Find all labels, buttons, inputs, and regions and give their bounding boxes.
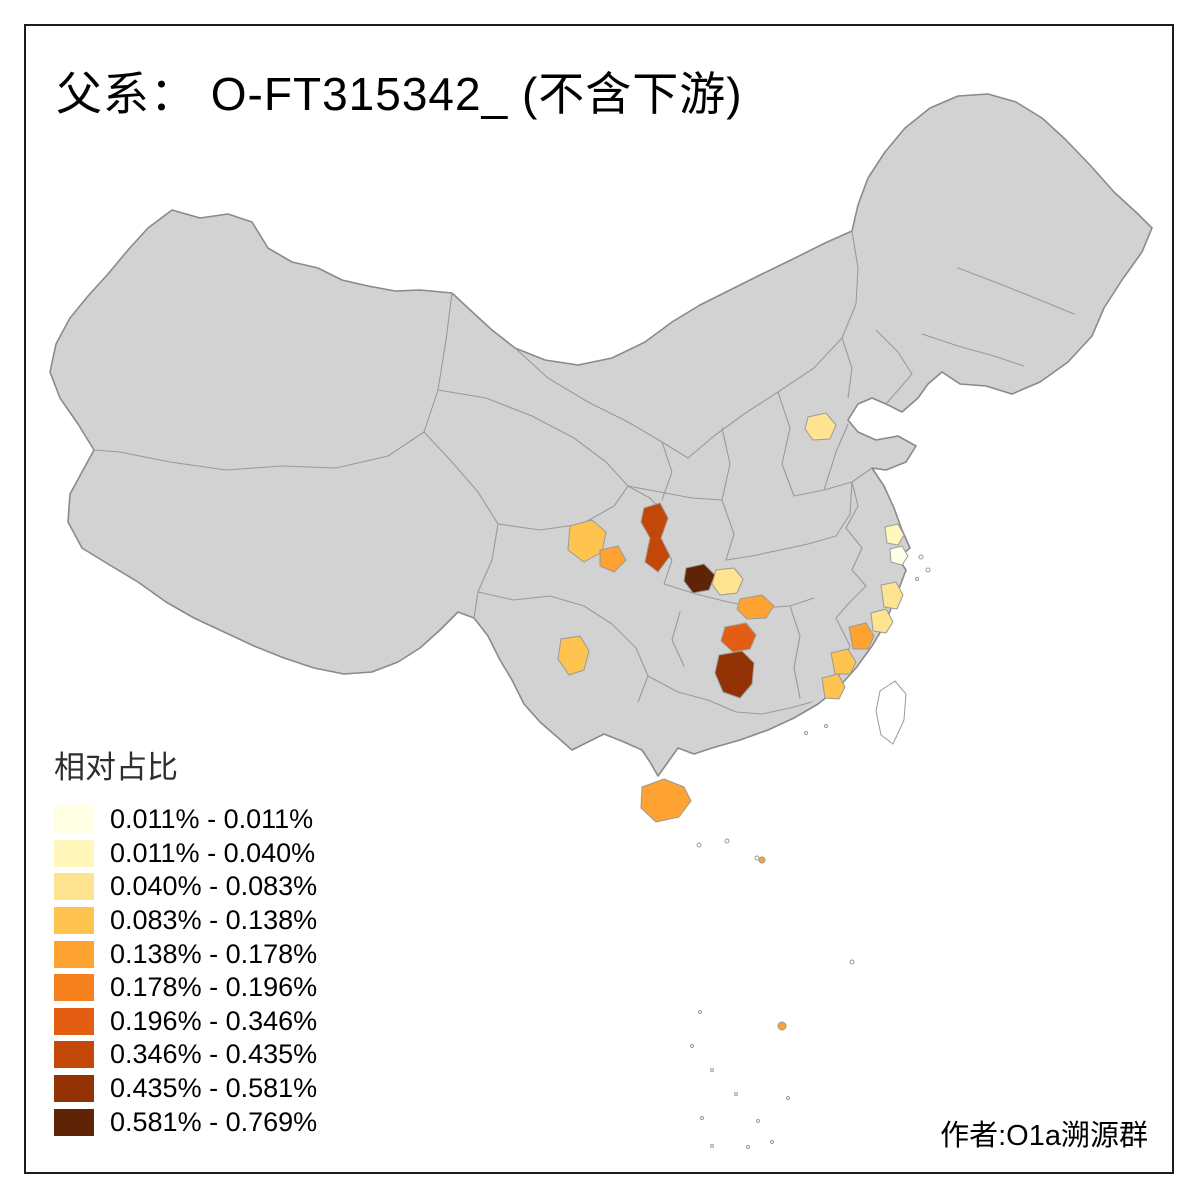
legend-swatch <box>54 1041 94 1069</box>
highlighted-regions <box>557 412 909 1031</box>
legend-row: 0.011% - 0.011% <box>54 803 317 837</box>
legend-label: 0.040% - 0.083% <box>110 871 318 902</box>
legend-label: 0.435% - 0.581% <box>110 1073 318 1104</box>
island-speck <box>746 1145 750 1149</box>
highlighted-region-5 <box>711 567 744 596</box>
province-border <box>627 485 723 501</box>
legend-row: 0.196% - 0.346% <box>54 1005 317 1039</box>
province-border <box>823 423 849 491</box>
island-speck <box>786 1096 790 1100</box>
island-speck <box>918 554 924 560</box>
legend-title: 相对占比 <box>54 750 178 785</box>
highlighted-region-9 <box>557 635 590 676</box>
highlighted-region-11 <box>884 523 905 546</box>
province-border <box>671 611 685 667</box>
legend-label: 0.196% - 0.346% <box>110 1005 318 1036</box>
province-border <box>841 337 853 399</box>
province-border <box>835 505 867 619</box>
province-border <box>777 391 795 497</box>
highlighted-region-14 <box>870 608 894 634</box>
attribution-text: 作者:O1a溯源群 <box>940 1120 1148 1152</box>
province-border <box>875 329 913 405</box>
province-border <box>661 441 673 501</box>
legend-label: 0.178% - 0.196% <box>110 972 318 1003</box>
province-border <box>957 267 1075 315</box>
legend-label: 0.083% - 0.138% <box>110 905 318 936</box>
island-speck <box>734 1092 738 1096</box>
island-speck <box>754 855 760 861</box>
province-border <box>707 699 813 715</box>
legend-row: 0.083% - 0.138% <box>54 904 317 938</box>
islands <box>690 554 931 1149</box>
province-border <box>921 333 1025 367</box>
province-border <box>793 467 873 497</box>
province-border <box>789 605 801 699</box>
island-speck <box>710 1068 714 1072</box>
island-speck <box>698 1010 702 1014</box>
page-title: 父系： O-FT315342_ (不含下游) <box>56 68 743 120</box>
island-speck <box>824 724 828 728</box>
china-mainland-shape <box>49 93 1153 777</box>
legend-row: 0.346% - 0.435% <box>54 1038 317 1072</box>
island-speck <box>849 959 855 965</box>
legend-label: 0.346% - 0.435% <box>110 1039 318 1070</box>
legend: 相对占比 0.011% - 0.011% 0.011% - 0.040% 0.0… <box>54 742 317 1139</box>
legend-row: 0.581% - 0.769% <box>54 1105 317 1139</box>
highlighted-region-hainan <box>640 778 692 823</box>
island-speck <box>696 842 702 848</box>
highlighted-region-2 <box>599 545 627 573</box>
legend-swatch <box>54 940 94 968</box>
legend-swatch <box>54 806 94 834</box>
highlighted-region-13 <box>880 581 904 610</box>
island-speck <box>700 1116 704 1120</box>
island-speck <box>756 1119 760 1123</box>
highlighted-region-islet-1 <box>758 856 766 864</box>
province-border <box>647 675 709 701</box>
legend-row: 0.138% - 0.178% <box>54 937 317 971</box>
highlighted-region-islet-2 <box>777 1021 787 1031</box>
province-border <box>514 347 689 459</box>
legend-swatch <box>54 873 94 901</box>
legend-label: 0.011% - 0.040% <box>110 837 316 868</box>
highlighted-region-3 <box>640 502 671 573</box>
province-border <box>437 389 629 487</box>
highlighted-region-6 <box>736 594 775 620</box>
highlighted-region-15 <box>848 622 875 650</box>
island-speck <box>925 567 931 573</box>
legend-label: 0.138% - 0.178% <box>110 938 318 969</box>
legend-swatch <box>54 1007 94 1035</box>
taiwan-island <box>875 680 907 745</box>
legend-swatch <box>54 839 94 867</box>
province-border <box>477 591 637 649</box>
highlighted-region-12 <box>889 545 909 566</box>
province-border <box>93 292 453 471</box>
legend-swatch <box>54 907 94 935</box>
legend-label: 0.581% - 0.769% <box>110 1106 318 1137</box>
province-border <box>687 230 859 459</box>
legend-swatch <box>54 974 94 1002</box>
province-border <box>835 481 859 537</box>
island-speck <box>804 731 808 735</box>
legend-swatch <box>54 1108 94 1136</box>
island-speck <box>724 838 730 844</box>
legend-row: 0.011% - 0.040% <box>54 837 317 871</box>
island-speck <box>710 1144 714 1148</box>
legend-row: 0.040% - 0.083% <box>54 870 317 904</box>
highlighted-region-8 <box>714 650 755 699</box>
highlighted-region-10 <box>804 412 837 441</box>
province-border <box>725 535 837 561</box>
highlighted-region-7 <box>720 622 757 653</box>
legend-row: 0.178% - 0.196% <box>54 971 317 1005</box>
legend-row: 0.435% - 0.581% <box>54 1072 317 1106</box>
island-speck <box>770 1140 774 1144</box>
legend-swatch <box>54 1075 94 1103</box>
highlighted-region-16 <box>830 648 857 675</box>
highlighted-region-4 <box>683 563 716 594</box>
highlighted-region-17 <box>821 673 846 700</box>
island-speck <box>915 577 919 581</box>
island-speck <box>690 1044 694 1048</box>
legend-label: 0.011% - 0.011% <box>110 804 314 835</box>
